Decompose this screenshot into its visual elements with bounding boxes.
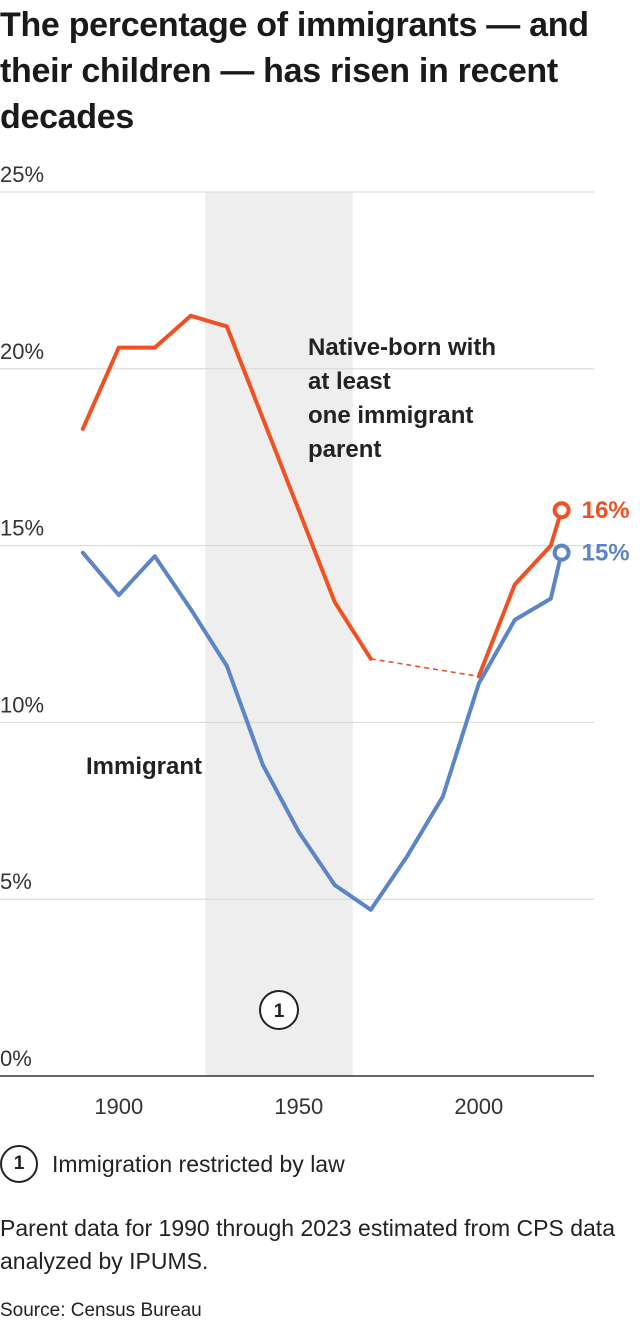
period-marker-circle xyxy=(259,990,299,1030)
y-tick-label: 0% xyxy=(0,1046,32,1071)
series-label-native-born: one immigrant xyxy=(308,402,473,429)
series-label-native-born: at least xyxy=(308,368,391,395)
y-tick-label: 20% xyxy=(0,339,44,364)
chart-title: The percentage of immigrants — and their… xyxy=(0,6,589,136)
x-tick-label: 1950 xyxy=(274,1094,323,1119)
line-chart: 0% 5% 10% 15% 20% 25% 1900 1950 2000 1 16% 15% Nativ… xyxy=(0,162,630,1119)
series-line-native-born-recent xyxy=(476,508,564,679)
series-line-native-born-dashed xyxy=(370,658,479,678)
series-label-immigrant: Immigrant xyxy=(86,753,202,780)
x-tick-label: 2000 xyxy=(454,1094,503,1119)
note-text: Immigration restricted by law xyxy=(52,1150,345,1177)
end-point-immigrant xyxy=(552,543,571,562)
source: Source: Census Bureau xyxy=(0,1300,202,1321)
series-label-native-born: Native-born with xyxy=(308,334,496,361)
y-tick-label: 15% xyxy=(0,516,44,541)
note-marker: 1 xyxy=(0,1145,38,1183)
annotation-note: 1 Immigration restricted by law xyxy=(0,1142,345,1186)
x-tick-label: 1900 xyxy=(94,1094,143,1119)
footnote: Parent data for 1990 through 2023 estima… xyxy=(0,1215,615,1274)
series-line-native-born xyxy=(80,313,373,661)
end-point-native-born xyxy=(552,501,571,520)
y-tick-label: 25% xyxy=(0,162,44,187)
series-line-immigrant xyxy=(80,550,564,912)
period-marker-label: 1 xyxy=(274,1001,285,1022)
end-label-immigrant: 15% xyxy=(582,540,630,567)
y-tick-label: 10% xyxy=(0,692,44,717)
y-tick-label: 5% xyxy=(0,869,32,894)
series-label-native-born: parent xyxy=(308,436,381,463)
end-label-native-born: 16% xyxy=(582,497,630,524)
